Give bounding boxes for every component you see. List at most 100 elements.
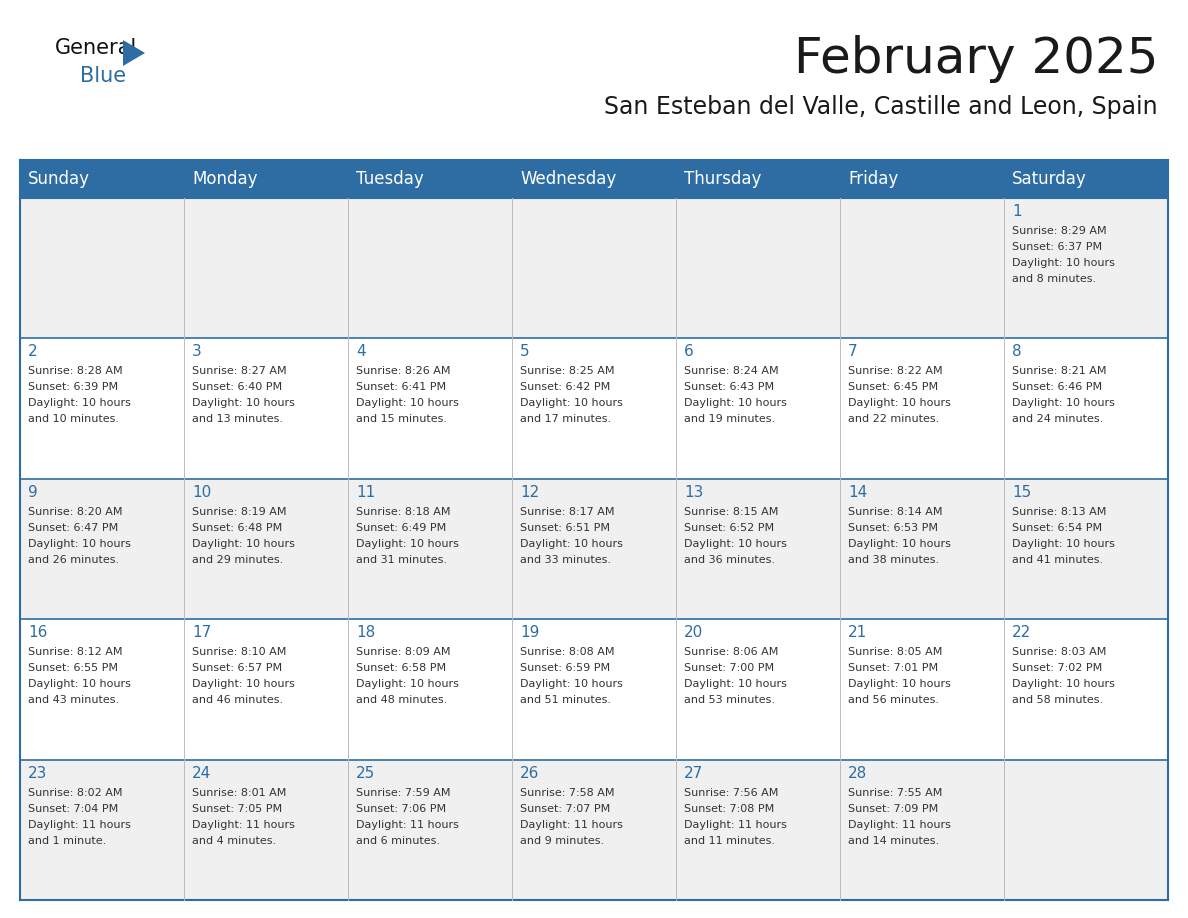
Text: Sunrise: 7:56 AM: Sunrise: 7:56 AM bbox=[684, 788, 778, 798]
Bar bbox=[20, 620, 1168, 759]
Text: February 2025: February 2025 bbox=[794, 35, 1158, 83]
Text: Daylight: 10 hours: Daylight: 10 hours bbox=[848, 398, 950, 409]
Text: Blue: Blue bbox=[80, 66, 126, 86]
Text: Daylight: 10 hours: Daylight: 10 hours bbox=[29, 539, 131, 549]
Text: Sunset: 6:51 PM: Sunset: 6:51 PM bbox=[520, 522, 609, 532]
Text: Sunset: 7:05 PM: Sunset: 7:05 PM bbox=[192, 803, 282, 813]
Text: Sunrise: 8:21 AM: Sunrise: 8:21 AM bbox=[1012, 366, 1106, 376]
Text: and 41 minutes.: and 41 minutes. bbox=[1012, 554, 1104, 565]
Text: Thursday: Thursday bbox=[684, 170, 762, 188]
Text: Daylight: 10 hours: Daylight: 10 hours bbox=[29, 679, 131, 689]
Text: 28: 28 bbox=[848, 766, 867, 780]
Text: Daylight: 10 hours: Daylight: 10 hours bbox=[1012, 258, 1114, 268]
Text: 6: 6 bbox=[684, 344, 694, 360]
Text: Daylight: 11 hours: Daylight: 11 hours bbox=[29, 820, 131, 830]
Text: Sunrise: 8:15 AM: Sunrise: 8:15 AM bbox=[684, 507, 778, 517]
Text: 26: 26 bbox=[520, 766, 539, 780]
Bar bbox=[20, 339, 1168, 479]
Bar bbox=[20, 479, 1168, 620]
Text: Daylight: 10 hours: Daylight: 10 hours bbox=[356, 398, 459, 409]
Text: and 33 minutes.: and 33 minutes. bbox=[520, 554, 611, 565]
Text: 12: 12 bbox=[520, 485, 539, 499]
Text: 14: 14 bbox=[848, 485, 867, 499]
Text: Daylight: 11 hours: Daylight: 11 hours bbox=[684, 820, 786, 830]
Text: 1: 1 bbox=[1012, 204, 1022, 219]
Text: and 36 minutes.: and 36 minutes. bbox=[684, 554, 775, 565]
Polygon shape bbox=[124, 40, 145, 66]
Text: Sunset: 6:40 PM: Sunset: 6:40 PM bbox=[192, 383, 282, 392]
Text: and 43 minutes.: and 43 minutes. bbox=[29, 695, 119, 705]
Text: Daylight: 10 hours: Daylight: 10 hours bbox=[192, 679, 295, 689]
Text: 24: 24 bbox=[192, 766, 211, 780]
Bar bbox=[20, 198, 1168, 339]
Text: 27: 27 bbox=[684, 766, 703, 780]
Text: Sunrise: 8:17 AM: Sunrise: 8:17 AM bbox=[520, 507, 614, 517]
Text: and 1 minute.: and 1 minute. bbox=[29, 835, 106, 845]
Text: and 24 minutes.: and 24 minutes. bbox=[1012, 414, 1104, 424]
Text: 13: 13 bbox=[684, 485, 703, 499]
Text: Sunrise: 8:24 AM: Sunrise: 8:24 AM bbox=[684, 366, 778, 376]
Text: and 48 minutes.: and 48 minutes. bbox=[356, 695, 447, 705]
Text: and 19 minutes.: and 19 minutes. bbox=[684, 414, 775, 424]
Text: 2: 2 bbox=[29, 344, 38, 360]
Text: Sunset: 6:55 PM: Sunset: 6:55 PM bbox=[29, 663, 118, 673]
Text: Sunrise: 8:26 AM: Sunrise: 8:26 AM bbox=[356, 366, 450, 376]
Text: 17: 17 bbox=[192, 625, 211, 640]
Text: Sunrise: 8:03 AM: Sunrise: 8:03 AM bbox=[1012, 647, 1106, 657]
Text: and 38 minutes.: and 38 minutes. bbox=[848, 554, 940, 565]
Text: and 58 minutes.: and 58 minutes. bbox=[1012, 695, 1104, 705]
Text: Daylight: 10 hours: Daylight: 10 hours bbox=[684, 539, 786, 549]
Text: Sunrise: 8:09 AM: Sunrise: 8:09 AM bbox=[356, 647, 450, 657]
Text: Sunset: 6:53 PM: Sunset: 6:53 PM bbox=[848, 522, 939, 532]
Text: Daylight: 11 hours: Daylight: 11 hours bbox=[356, 820, 459, 830]
Text: General: General bbox=[55, 38, 138, 58]
Text: Daylight: 10 hours: Daylight: 10 hours bbox=[1012, 679, 1114, 689]
Text: and 53 minutes.: and 53 minutes. bbox=[684, 695, 775, 705]
Text: Sunset: 6:48 PM: Sunset: 6:48 PM bbox=[192, 522, 283, 532]
Text: Sunset: 7:02 PM: Sunset: 7:02 PM bbox=[1012, 663, 1102, 673]
Text: Daylight: 10 hours: Daylight: 10 hours bbox=[520, 398, 623, 409]
Text: Sunrise: 7:55 AM: Sunrise: 7:55 AM bbox=[848, 788, 942, 798]
Text: and 10 minutes.: and 10 minutes. bbox=[29, 414, 119, 424]
Text: 23: 23 bbox=[29, 766, 48, 780]
Text: Sunset: 6:39 PM: Sunset: 6:39 PM bbox=[29, 383, 118, 392]
Text: 3: 3 bbox=[192, 344, 202, 360]
Text: Friday: Friday bbox=[848, 170, 898, 188]
Text: Daylight: 10 hours: Daylight: 10 hours bbox=[356, 679, 459, 689]
Text: Sunset: 6:59 PM: Sunset: 6:59 PM bbox=[520, 663, 611, 673]
Text: and 29 minutes.: and 29 minutes. bbox=[192, 554, 283, 565]
Text: Tuesday: Tuesday bbox=[356, 170, 424, 188]
Text: Sunset: 6:46 PM: Sunset: 6:46 PM bbox=[1012, 383, 1102, 392]
Text: 25: 25 bbox=[356, 766, 375, 780]
Text: Sunset: 7:04 PM: Sunset: 7:04 PM bbox=[29, 803, 119, 813]
Text: 5: 5 bbox=[520, 344, 530, 360]
Text: Sunrise: 8:13 AM: Sunrise: 8:13 AM bbox=[1012, 507, 1106, 517]
Text: Sunrise: 8:08 AM: Sunrise: 8:08 AM bbox=[520, 647, 614, 657]
Text: Sunset: 6:57 PM: Sunset: 6:57 PM bbox=[192, 663, 282, 673]
Text: and 22 minutes.: and 22 minutes. bbox=[848, 414, 940, 424]
Text: Sunrise: 8:14 AM: Sunrise: 8:14 AM bbox=[848, 507, 942, 517]
Text: and 8 minutes.: and 8 minutes. bbox=[1012, 274, 1097, 284]
Text: Daylight: 10 hours: Daylight: 10 hours bbox=[684, 679, 786, 689]
Text: and 56 minutes.: and 56 minutes. bbox=[848, 695, 939, 705]
Text: Sunset: 6:45 PM: Sunset: 6:45 PM bbox=[848, 383, 939, 392]
Text: Sunrise: 8:05 AM: Sunrise: 8:05 AM bbox=[848, 647, 942, 657]
Text: 20: 20 bbox=[684, 625, 703, 640]
Text: Sunrise: 8:12 AM: Sunrise: 8:12 AM bbox=[29, 647, 122, 657]
Text: and 4 minutes.: and 4 minutes. bbox=[192, 835, 276, 845]
Text: Sunset: 7:01 PM: Sunset: 7:01 PM bbox=[848, 663, 939, 673]
Text: 19: 19 bbox=[520, 625, 539, 640]
Text: and 9 minutes.: and 9 minutes. bbox=[520, 835, 605, 845]
Text: Sunrise: 8:29 AM: Sunrise: 8:29 AM bbox=[1012, 226, 1107, 236]
Text: Daylight: 10 hours: Daylight: 10 hours bbox=[520, 539, 623, 549]
Text: Sunrise: 8:06 AM: Sunrise: 8:06 AM bbox=[684, 647, 778, 657]
Text: 18: 18 bbox=[356, 625, 375, 640]
Text: Sunset: 6:43 PM: Sunset: 6:43 PM bbox=[684, 383, 775, 392]
Text: Sunrise: 8:20 AM: Sunrise: 8:20 AM bbox=[29, 507, 122, 517]
Text: Sunrise: 8:02 AM: Sunrise: 8:02 AM bbox=[29, 788, 122, 798]
Bar bbox=[20, 160, 1168, 198]
Text: Monday: Monday bbox=[192, 170, 258, 188]
Text: 16: 16 bbox=[29, 625, 48, 640]
Text: Sunset: 6:54 PM: Sunset: 6:54 PM bbox=[1012, 522, 1102, 532]
Text: and 15 minutes.: and 15 minutes. bbox=[356, 414, 447, 424]
